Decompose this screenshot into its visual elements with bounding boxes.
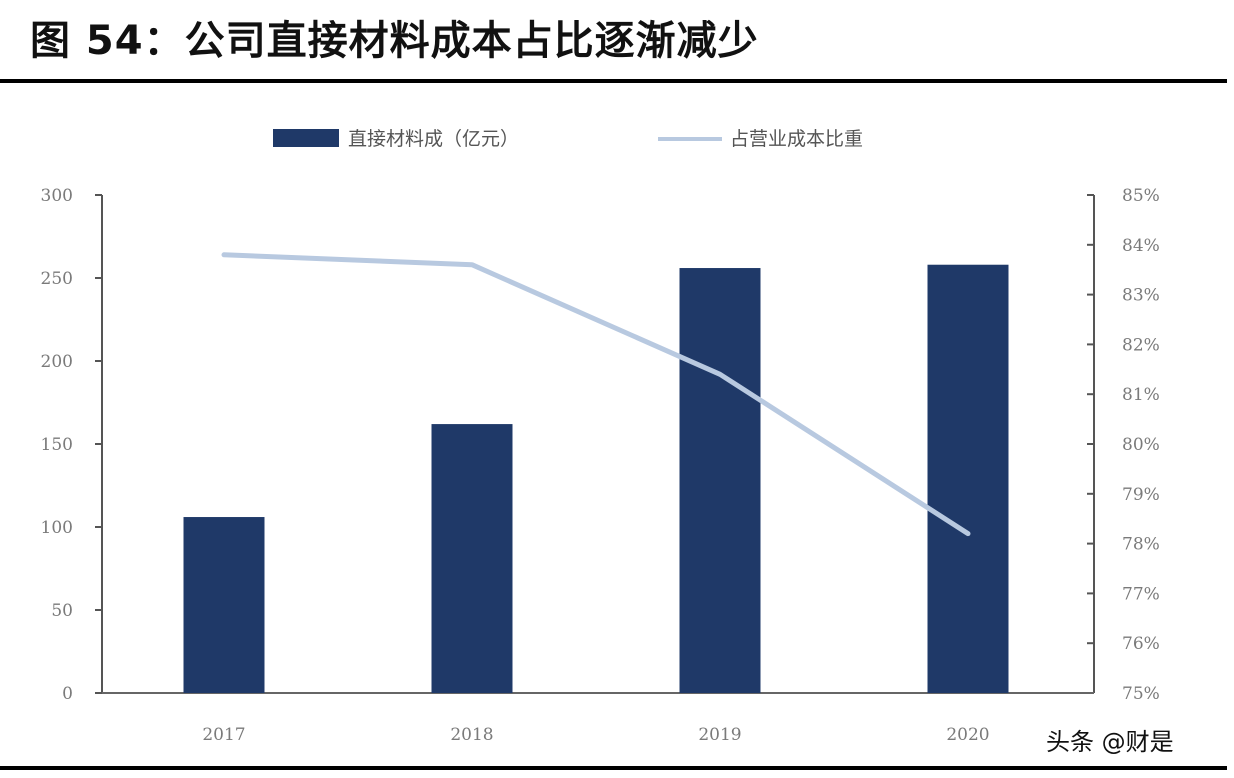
left-tick-label: 150 bbox=[41, 435, 73, 455]
left-tick-label: 50 bbox=[51, 601, 73, 621]
right-tick-label: 76% bbox=[1122, 634, 1160, 654]
legend-bar-swatch bbox=[273, 129, 339, 147]
right-tick-label: 80% bbox=[1122, 435, 1160, 455]
legend: 直接材料成（亿元） 占营业成本比重 bbox=[273, 128, 863, 150]
right-tick-label: 75% bbox=[1122, 684, 1160, 704]
bar-2019 bbox=[679, 268, 761, 693]
x-tick-label: 2017 bbox=[202, 725, 245, 745]
x-axis-labels: 2017 2018 2019 2020 bbox=[202, 725, 989, 745]
left-axis: 0 50 100 150 200 250 300 bbox=[41, 186, 103, 704]
right-tick-label: 78% bbox=[1122, 535, 1160, 555]
bar-series bbox=[183, 264, 1009, 693]
bar-2017 bbox=[183, 517, 265, 693]
page-title: 图 54：公司直接材料成本占比逐渐减少 bbox=[30, 18, 759, 64]
x-tick-label: 2018 bbox=[450, 725, 493, 745]
right-axis: 75% 76% 77% 78% 79% 80% 81% 82% 83% 84% 85% bbox=[1087, 186, 1160, 704]
right-tick-label: 84% bbox=[1122, 236, 1160, 256]
left-tick-label: 100 bbox=[41, 518, 73, 538]
bar-2020 bbox=[927, 264, 1009, 693]
bar-2018 bbox=[431, 424, 513, 693]
watermark: 头条 @财是 bbox=[1046, 728, 1174, 756]
left-tick-label: 250 bbox=[41, 269, 73, 289]
right-tick-label: 82% bbox=[1122, 335, 1160, 355]
legend-line-label: 占营业成本比重 bbox=[730, 128, 863, 150]
right-tick-label: 77% bbox=[1122, 584, 1160, 604]
bottom-divider bbox=[0, 766, 1227, 770]
top-divider bbox=[0, 79, 1227, 83]
left-tick-label: 0 bbox=[62, 684, 73, 704]
right-tick-label: 81% bbox=[1122, 385, 1160, 405]
legend-bar-label: 直接材料成（亿元） bbox=[348, 128, 519, 150]
x-tick-label: 2019 bbox=[698, 725, 741, 745]
line-series bbox=[221, 252, 971, 537]
left-tick-label: 300 bbox=[41, 186, 73, 206]
right-tick-label: 83% bbox=[1122, 286, 1160, 306]
left-tick-label: 200 bbox=[41, 352, 73, 372]
right-tick-label: 79% bbox=[1122, 485, 1160, 505]
x-tick-label: 2020 bbox=[946, 725, 989, 745]
right-tick-label: 85% bbox=[1122, 186, 1160, 206]
